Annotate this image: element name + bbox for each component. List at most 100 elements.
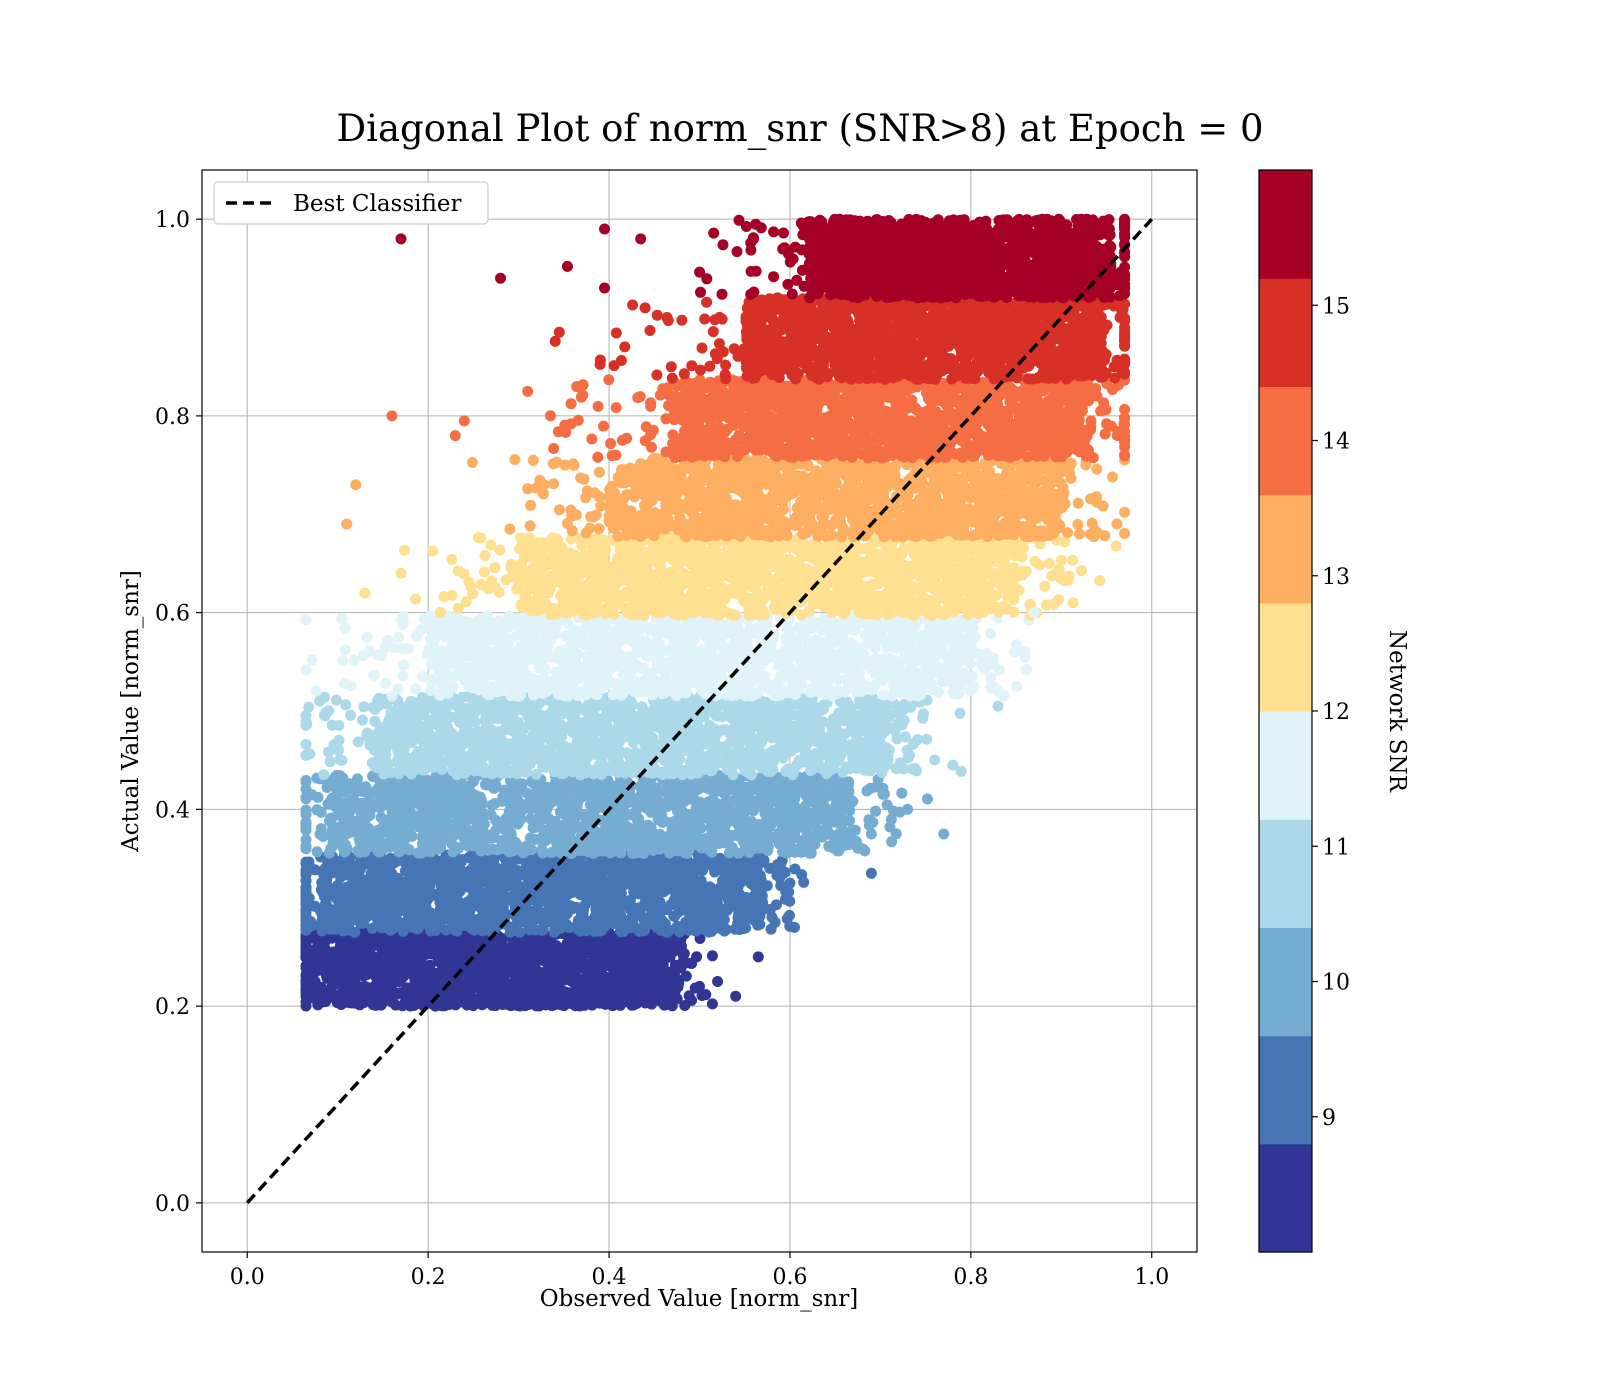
data-point (312, 791, 324, 803)
data-point (326, 885, 338, 897)
data-point (798, 819, 810, 831)
data-point (528, 822, 540, 834)
data-point (514, 926, 526, 938)
data-point (557, 971, 569, 983)
data-point (640, 884, 651, 896)
data-point (639, 897, 651, 909)
data-point (599, 998, 611, 1010)
data-point (763, 811, 774, 823)
data-point (765, 923, 777, 935)
data-point (522, 945, 534, 957)
data-point (877, 788, 889, 800)
data-point (315, 949, 327, 961)
data-point (772, 793, 784, 805)
data-point (463, 945, 475, 957)
data-point (490, 995, 502, 1007)
data-point (781, 913, 793, 925)
data-point (867, 816, 879, 828)
data-point (719, 788, 731, 800)
data-point (319, 862, 331, 874)
data-point (843, 791, 854, 803)
data-point (408, 900, 420, 911)
data-point (571, 808, 583, 820)
data-point (371, 882, 383, 894)
data-point (646, 998, 658, 1010)
data-point (602, 988, 613, 999)
data-point (628, 885, 640, 897)
data-point (782, 779, 794, 791)
data-point (379, 993, 391, 1005)
data-point (425, 924, 437, 936)
data-point (579, 870, 591, 882)
data-point (409, 817, 421, 829)
data-point (522, 915, 534, 927)
data-point (498, 953, 510, 964)
data-point (505, 891, 517, 903)
data-point (343, 920, 355, 932)
data-point (542, 943, 554, 955)
data-point (641, 952, 653, 964)
data-point (382, 906, 394, 918)
data-point (606, 972, 618, 984)
data-point (686, 886, 698, 898)
data-point (488, 832, 500, 843)
data-point (447, 894, 459, 906)
data-point (886, 836, 898, 848)
data-point (501, 880, 513, 892)
data-point (374, 802, 386, 814)
data-point (438, 940, 450, 952)
data-point (685, 841, 697, 853)
data-point (407, 969, 419, 981)
data-point (581, 947, 593, 959)
data-point (702, 915, 713, 927)
data-point (341, 812, 353, 824)
data-point (678, 877, 690, 889)
data-point (451, 815, 463, 827)
data-point (458, 868, 470, 880)
data-point (896, 787, 908, 799)
data-point (583, 846, 595, 858)
data-point (322, 798, 334, 810)
data-point (844, 815, 855, 827)
data-point (412, 918, 423, 930)
data-point (524, 796, 536, 807)
data-point (657, 883, 669, 894)
data-point (354, 944, 366, 956)
data-point (389, 827, 401, 839)
data-point (557, 885, 569, 897)
data-point (760, 833, 772, 845)
data-point (431, 817, 443, 829)
data-point (536, 924, 548, 936)
data-point (482, 844, 494, 856)
data-point (383, 879, 395, 891)
data-point (485, 809, 497, 821)
data-point (485, 964, 496, 976)
data-point (827, 841, 838, 853)
data-point (820, 805, 832, 817)
data-point (396, 917, 408, 929)
data-point (617, 984, 629, 996)
data-point (561, 908, 573, 920)
data-point (449, 795, 461, 807)
data-point (604, 880, 616, 892)
data-point (859, 845, 871, 857)
data-point (369, 905, 381, 917)
data-point (324, 957, 335, 969)
data-point (736, 871, 748, 882)
data-point (374, 846, 386, 858)
data-point (311, 804, 323, 816)
data-point (689, 807, 701, 819)
data-point (625, 842, 637, 854)
data-point (551, 838, 563, 850)
data-point (633, 925, 645, 937)
data-point (385, 783, 397, 795)
data-point (528, 854, 540, 866)
data-point (834, 829, 845, 841)
data-point (802, 831, 813, 843)
data-point (515, 1000, 527, 1012)
data-point (417, 829, 429, 841)
data-point (491, 844, 503, 856)
data-point (534, 793, 546, 804)
data-point (398, 804, 410, 816)
